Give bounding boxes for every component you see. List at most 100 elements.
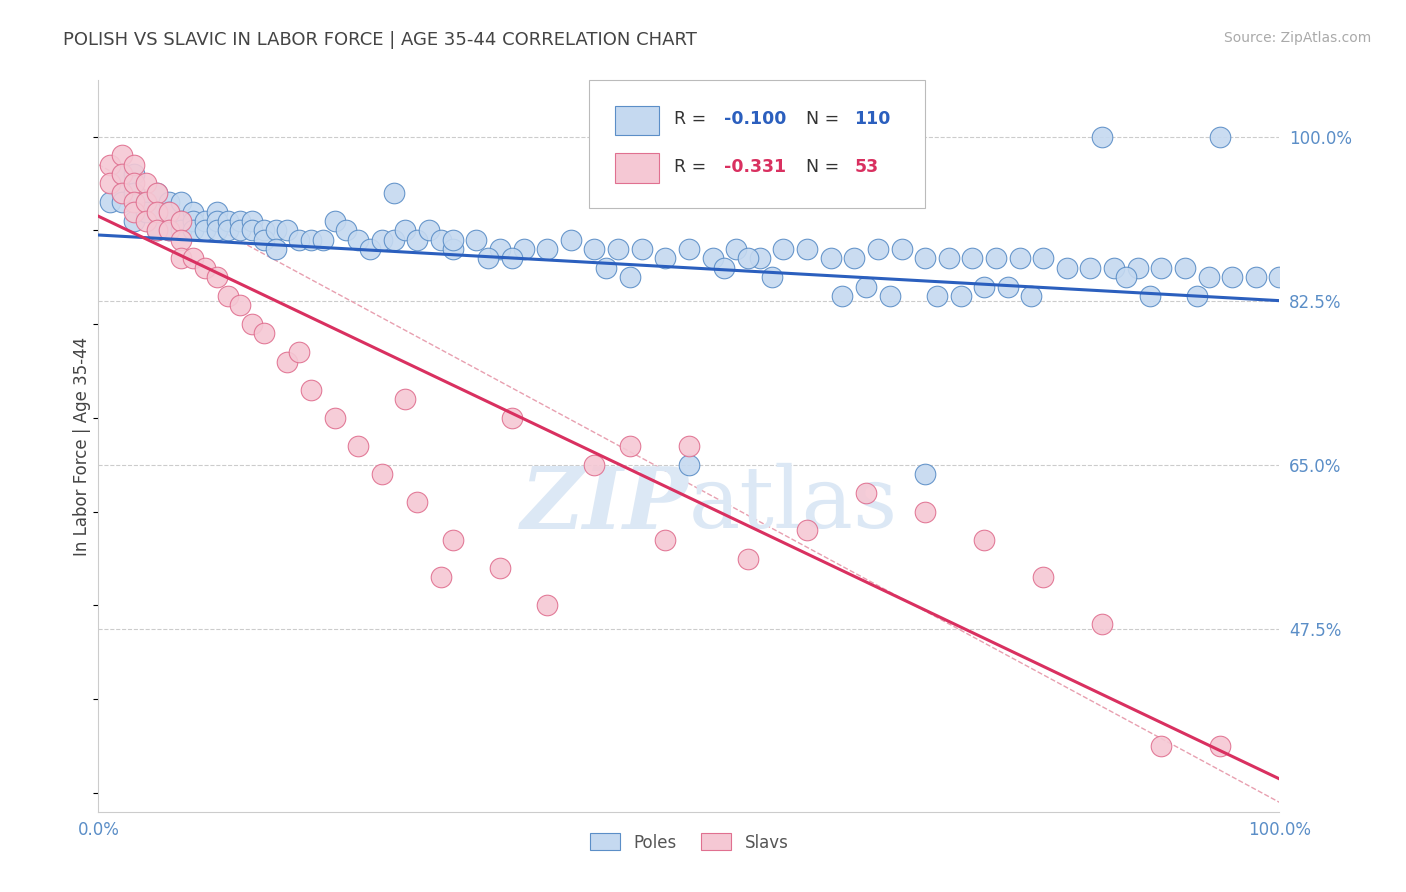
Point — [170, 214, 193, 228]
Point — [465, 233, 488, 247]
Point — [748, 252, 770, 266]
Point — [796, 242, 818, 256]
Point — [1209, 129, 1232, 144]
Point — [678, 439, 700, 453]
Point — [1185, 289, 1208, 303]
Point — [253, 233, 276, 247]
Point — [157, 204, 180, 219]
Point — [122, 158, 145, 172]
Text: R =: R = — [673, 158, 711, 176]
Point — [371, 233, 394, 247]
Point — [489, 561, 512, 575]
Point — [264, 242, 287, 256]
Point — [122, 177, 145, 191]
Point — [1080, 260, 1102, 275]
Point — [194, 260, 217, 275]
Text: -0.100: -0.100 — [724, 110, 787, 128]
Point — [359, 242, 381, 256]
Point — [312, 233, 335, 247]
Point — [973, 279, 995, 293]
Point — [619, 270, 641, 285]
Point — [288, 233, 311, 247]
FancyBboxPatch shape — [614, 153, 659, 183]
Point — [772, 242, 794, 256]
Point — [264, 223, 287, 237]
Point — [181, 252, 204, 266]
Point — [1209, 739, 1232, 753]
Point — [111, 195, 134, 210]
Point — [253, 326, 276, 341]
Point — [855, 279, 877, 293]
Point — [98, 158, 121, 172]
Point — [890, 242, 912, 256]
Point — [299, 233, 322, 247]
Point — [855, 486, 877, 500]
Point — [170, 233, 193, 247]
Point — [595, 260, 617, 275]
Point — [276, 354, 298, 368]
Point — [489, 242, 512, 256]
Point — [347, 233, 370, 247]
Point — [111, 186, 134, 200]
Point — [170, 223, 193, 237]
Point — [217, 223, 239, 237]
Point — [194, 214, 217, 228]
FancyBboxPatch shape — [589, 80, 925, 209]
Point — [135, 214, 157, 228]
Point — [205, 223, 228, 237]
Point — [135, 195, 157, 210]
Point — [1091, 617, 1114, 632]
Point — [347, 439, 370, 453]
Point — [1244, 270, 1267, 285]
Point — [1150, 739, 1173, 753]
Text: N =: N = — [796, 158, 845, 176]
Point — [157, 223, 180, 237]
Point — [122, 214, 145, 228]
Point — [194, 223, 217, 237]
Point — [418, 223, 440, 237]
Point — [205, 270, 228, 285]
Point — [240, 317, 263, 331]
Point — [879, 289, 901, 303]
Point — [441, 233, 464, 247]
Point — [229, 298, 252, 312]
Text: ZIP: ZIP — [522, 463, 689, 546]
Text: 110: 110 — [855, 110, 890, 128]
Text: 53: 53 — [855, 158, 879, 176]
Point — [122, 167, 145, 181]
Point — [654, 533, 676, 547]
Point — [1150, 260, 1173, 275]
Point — [914, 252, 936, 266]
Point — [1126, 260, 1149, 275]
Point — [1056, 260, 1078, 275]
Point — [157, 223, 180, 237]
Point — [382, 233, 405, 247]
Point — [430, 233, 453, 247]
Point — [962, 252, 984, 266]
Point — [135, 204, 157, 219]
Point — [229, 223, 252, 237]
Point — [678, 242, 700, 256]
Point — [240, 223, 263, 237]
Point — [146, 223, 169, 237]
Point — [1102, 260, 1125, 275]
Point — [111, 167, 134, 181]
Point — [394, 223, 416, 237]
Point — [536, 242, 558, 256]
Point — [678, 458, 700, 472]
Point — [229, 214, 252, 228]
Point — [406, 233, 429, 247]
Point — [122, 186, 145, 200]
Legend: Poles, Slavs: Poles, Slavs — [583, 827, 794, 858]
Point — [323, 214, 346, 228]
Point — [973, 533, 995, 547]
Point — [122, 204, 145, 219]
Point — [217, 289, 239, 303]
Point — [371, 467, 394, 482]
Point — [98, 177, 121, 191]
Point — [654, 252, 676, 266]
Point — [1139, 289, 1161, 303]
Point — [938, 252, 960, 266]
Point — [997, 279, 1019, 293]
Point — [949, 289, 972, 303]
